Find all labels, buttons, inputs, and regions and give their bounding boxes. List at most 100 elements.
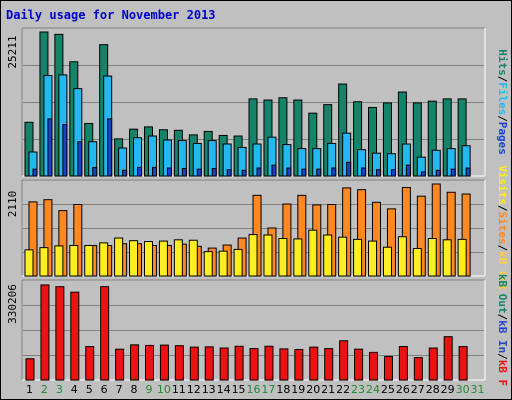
day-label: 29 [441, 383, 455, 396]
kbf-bar [234, 345, 244, 381]
pages-bar [92, 166, 98, 177]
y-max-label: 2110 [6, 191, 19, 218]
visits-bar [397, 236, 407, 277]
kbf-bar [398, 346, 408, 381]
pages-bar [331, 167, 337, 177]
legend-label: Files [496, 82, 509, 115]
pages-bar [211, 168, 217, 177]
pages-bar [256, 167, 262, 177]
y-max-label: 330206 [6, 284, 19, 324]
day-label: 19 [291, 383, 305, 396]
pages-bar [405, 164, 411, 177]
kbf-bar [115, 348, 125, 381]
visits-bar [99, 242, 109, 277]
day-label: 28 [426, 383, 440, 396]
day-label: 24 [366, 383, 380, 396]
day-label: 31 [471, 383, 485, 396]
kbf-bar [219, 347, 229, 381]
visits-bar [278, 238, 288, 277]
legend-label: / [496, 245, 509, 252]
day-label: 14 [217, 383, 231, 396]
day-label: 8 [131, 383, 138, 396]
kbf-bar [85, 346, 95, 381]
visits-bar [442, 239, 452, 277]
day-label: 11 [172, 383, 186, 396]
day-label: 5 [86, 383, 93, 396]
visits-bar [338, 236, 348, 277]
kbf-bar [174, 345, 184, 381]
pages-bar [286, 167, 292, 177]
day-label: 30 [456, 383, 470, 396]
kbf-bar [413, 357, 423, 381]
pages-bar [316, 168, 322, 177]
kbf-bar [383, 355, 393, 381]
visits-bar [158, 240, 168, 277]
kbf-bar [294, 348, 304, 381]
legend-label: / [496, 115, 509, 122]
pages-bar [226, 169, 232, 177]
day-label: 26 [396, 383, 410, 396]
pages-bar [107, 118, 113, 177]
day-label: 6 [101, 383, 108, 396]
kbf-bar [324, 348, 334, 381]
chart-title: Daily usage for November 2013 [6, 8, 216, 22]
kbf-bar [25, 358, 35, 381]
visits-bar [114, 237, 124, 277]
day-label: 21 [321, 383, 335, 396]
kbf-bar [458, 346, 468, 381]
visits-bar [427, 238, 437, 277]
day-label: 20 [306, 383, 320, 396]
legend-label-group: Visits/Sites/kB Out [496, 165, 509, 291]
pages-bar [32, 168, 38, 177]
visits-bar [382, 246, 392, 277]
legend-label-group: Hits/Files/Pages [496, 49, 509, 155]
legend-label: / [496, 314, 509, 321]
pages-bar [166, 167, 172, 177]
day-label: 10 [157, 383, 171, 396]
day-label: 17 [261, 383, 275, 396]
kbf-bar [100, 286, 110, 381]
day-label: 2 [41, 383, 48, 396]
pages-bar [450, 168, 456, 177]
visits-bar [353, 238, 363, 277]
kbf-bar [309, 346, 319, 381]
visits-bar [263, 234, 273, 277]
visits-bar [218, 250, 228, 277]
day-label: 16 [247, 383, 261, 396]
visits-bar [39, 247, 49, 277]
legend-label: kB Out [496, 274, 509, 314]
day-label: 23 [351, 383, 365, 396]
pages-bar [435, 169, 441, 177]
pages-bar [137, 166, 143, 177]
legend-label: / [496, 205, 509, 212]
legend-label: Hits [496, 49, 509, 75]
legend-label: kB F [496, 360, 509, 387]
pages-bar [47, 118, 53, 177]
pages-bar [346, 161, 352, 177]
kbf-bar [249, 348, 259, 381]
legend-label: / [496, 76, 509, 83]
kbf-bar [443, 336, 453, 381]
visits-bar [457, 238, 467, 277]
day-label: 13 [202, 383, 216, 396]
visits-bar [54, 245, 64, 277]
pages-bar [465, 167, 471, 177]
visits-bar [308, 229, 318, 277]
visits-bar [129, 240, 139, 277]
kbf-bar [130, 344, 140, 381]
day-label: 12 [187, 383, 201, 396]
visits-bar [203, 251, 213, 277]
visits-bar [69, 244, 79, 277]
day-label: 7 [116, 383, 123, 396]
kbf-bar [369, 351, 379, 381]
visits-bar [188, 239, 198, 277]
visits-bar [84, 244, 94, 277]
kbf-bar [264, 345, 274, 381]
pages-bar [420, 171, 426, 177]
kbf-bar [428, 347, 438, 381]
pages-bar [301, 168, 307, 177]
day-label: 22 [336, 383, 350, 396]
pages-bar [77, 141, 83, 177]
visits-bar [173, 239, 183, 277]
